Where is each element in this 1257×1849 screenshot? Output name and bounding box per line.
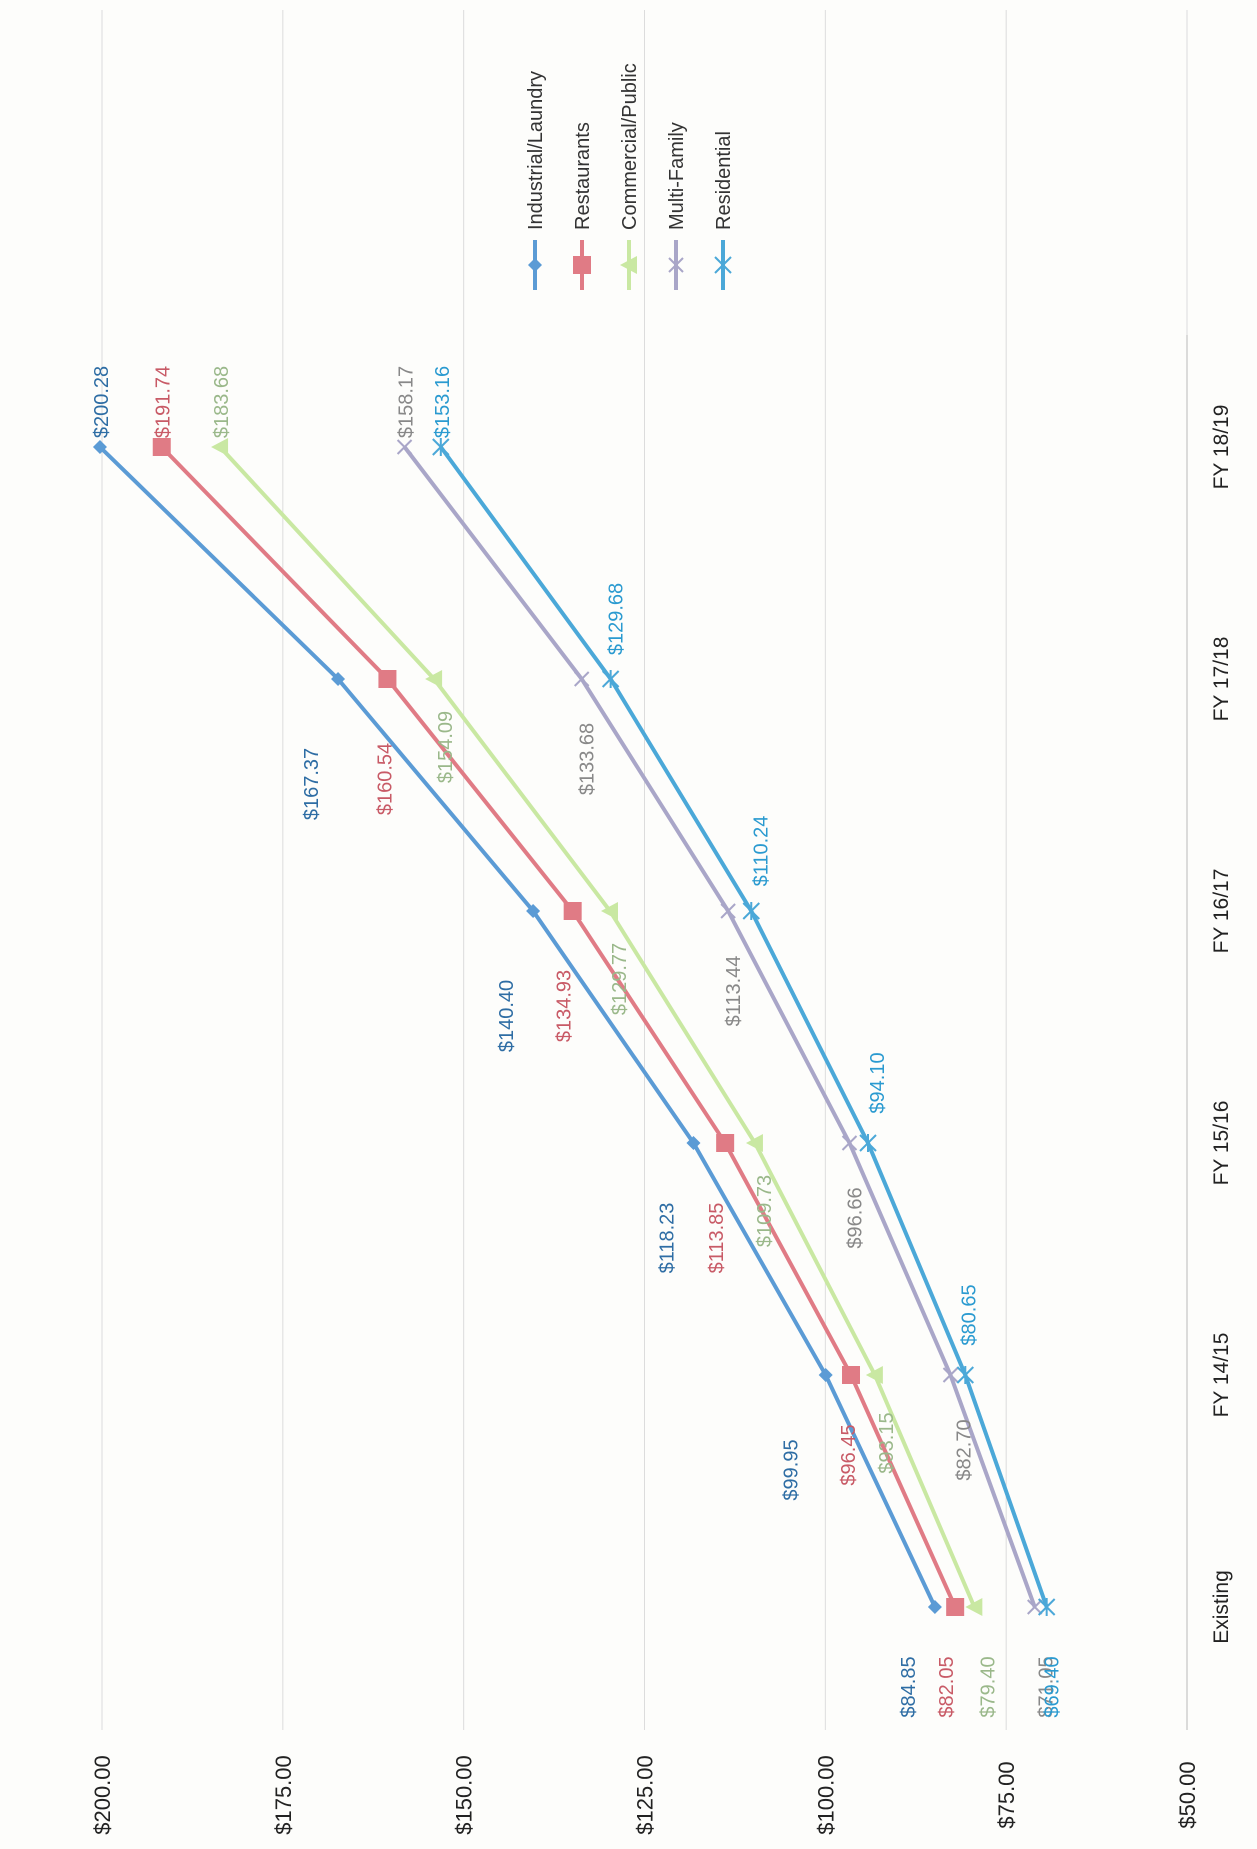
point-marker (965, 1598, 983, 1616)
point-marker (742, 902, 760, 920)
y-tick-label: $50.00 (1175, 1761, 1200, 1828)
data-label: $134.93 (554, 970, 576, 1042)
point-marker (714, 256, 732, 274)
data-label: $84.85 (898, 1656, 920, 1717)
point-marker (211, 438, 229, 456)
data-label: $79.40 (977, 1656, 999, 1717)
y-tick-label: $100.00 (813, 1755, 838, 1835)
point-marker (865, 1366, 883, 1384)
data-label: $153.16 (432, 366, 454, 438)
y-tick-label: $150.00 (452, 1755, 477, 1835)
series-restaurants: $82.05 $96.45 $113.85 $134.93 $160.54 $191.74 (152, 366, 965, 1718)
x-tick-label: FY 16/17 (1210, 869, 1233, 954)
data-label: $110.24 (750, 816, 772, 887)
data-label: $80.65 (958, 1284, 980, 1345)
data-label: $129.68 (606, 583, 628, 655)
data-label: $154.09 (435, 711, 457, 783)
point-marker (378, 670, 397, 688)
data-label: $133.68 (577, 723, 599, 795)
point-marker (396, 439, 413, 455)
data-label: $82.70 (953, 1419, 975, 1480)
data-label: $82.05 (936, 1656, 958, 1717)
data-label: $140.40 (496, 980, 518, 1052)
x-tick-label: Existing (1210, 1570, 1233, 1644)
y-tick-label: $200.00 (90, 1755, 115, 1835)
data-label: $191.74 (153, 366, 175, 438)
point-marker (946, 1598, 965, 1616)
data-label: $96.66 (844, 1187, 866, 1248)
data-label: $94.10 (867, 1052, 889, 1113)
data-label: $167.37 (301, 748, 323, 820)
series-industrial-laundry: $84.85 $99.95 $118.23 $140.40 $167.37 $200.28 (91, 366, 942, 1718)
data-label: $118.23 (656, 1203, 678, 1274)
point-marker (620, 256, 637, 274)
point-marker (818, 1368, 833, 1382)
series-line (439, 445, 1049, 1608)
point-marker (942, 1367, 959, 1383)
point-marker (716, 1134, 735, 1152)
point-marker (432, 438, 450, 456)
legend-label: Residential (713, 131, 735, 230)
point-marker (842, 1366, 861, 1384)
y-tick-label: $175.00 (271, 1755, 296, 1835)
data-label: $200.28 (91, 366, 113, 438)
data-label: $99.95 (781, 1439, 803, 1500)
point-marker (526, 904, 541, 918)
series-line (160, 445, 957, 1608)
point-marker (1027, 1599, 1043, 1615)
legend-label: Multi-Family (666, 122, 688, 230)
data-label: $183.68 (211, 366, 233, 438)
series-line (402, 445, 1037, 1608)
point-marker (927, 1600, 942, 1614)
point-marker (528, 258, 542, 272)
series-commercial-public: $79.40 $93.15 $109.73 $129.77 $154.09 $183.68 (211, 366, 999, 1718)
point-marker (841, 1135, 858, 1151)
series-multi-family: $71.05 $82.70 $96.66 $113.44 $133.68 $158.17 (396, 366, 1058, 1718)
data-label: $113.44 (723, 956, 745, 1027)
y-tick-label: $75.00 (994, 1761, 1019, 1828)
data-label: $160.54 (374, 743, 396, 815)
point-marker (745, 1134, 763, 1152)
data-label: $96.45 (838, 1424, 860, 1485)
legend: Industrial/Laundry Restaurants Commercial/… (525, 63, 735, 290)
point-marker (720, 903, 736, 919)
point-marker (331, 672, 346, 686)
point-marker (859, 1134, 877, 1152)
x-tick-label: FY 18/19 (1210, 405, 1233, 490)
point-marker (425, 670, 443, 688)
point-marker (956, 1366, 975, 1384)
series-line (98, 445, 937, 1608)
data-label: $113.85 (706, 1203, 728, 1274)
data-label: $158.17 (396, 366, 418, 438)
data-label: $93.15 (876, 1412, 898, 1473)
point-marker (686, 1136, 701, 1150)
data-label: $109.73 (754, 1175, 776, 1247)
point-marker (1037, 1598, 1056, 1616)
data-label: $69.40 (1042, 1656, 1064, 1717)
series-residential: $69.40 $80.65 $94.10 $110.24 $129.68 $153.16 (432, 366, 1064, 1718)
data-label: $71.05 (1036, 1656, 1058, 1717)
series-line (218, 445, 977, 1608)
point-marker (668, 257, 684, 273)
y-tick-label: $125.00 (633, 1755, 658, 1835)
point-marker (573, 256, 591, 274)
point-marker (152, 438, 171, 456)
legend-label: Restaurants (572, 122, 594, 230)
legend-label: Commercial/Public (619, 63, 641, 230)
data-label: $129.77 (609, 943, 631, 1015)
point-marker (601, 670, 620, 688)
x-tick-label: FY 15/16 (1210, 1101, 1233, 1186)
legend-label: Industrial/Laundry (525, 71, 547, 230)
point-marker (92, 440, 107, 454)
point-marker (574, 671, 590, 687)
point-marker (563, 902, 582, 920)
point-marker (600, 902, 618, 920)
x-tick-label: FY 17/18 (1210, 637, 1233, 722)
plot-area: $50.00 $75.00 $100.00 $125.00 $150.00 $175.00… (90, 10, 1233, 1835)
x-tick-label: FY 14/15 (1210, 1333, 1233, 1418)
